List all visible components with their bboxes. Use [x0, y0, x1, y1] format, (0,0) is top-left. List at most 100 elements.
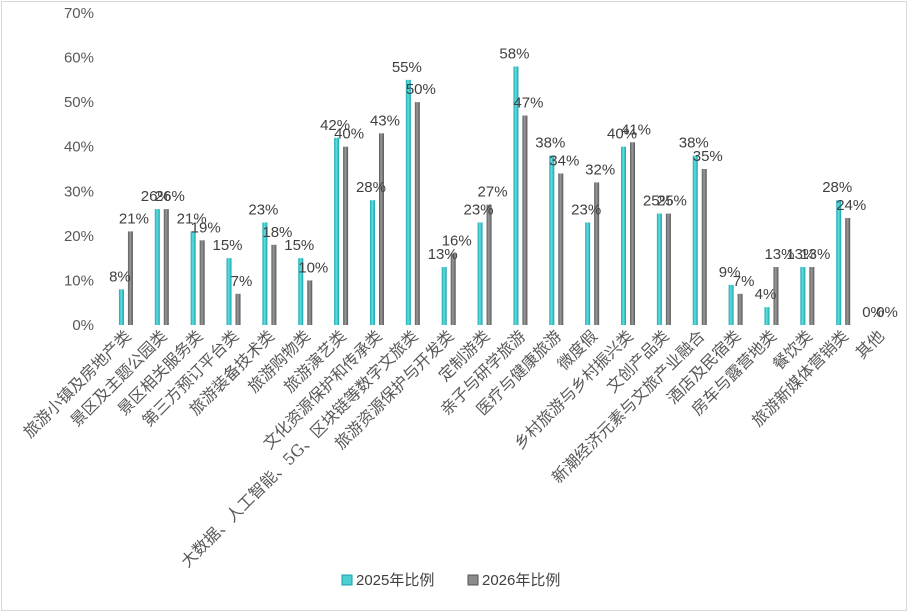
data-label: 40% — [607, 126, 637, 143]
data-label: 4% — [755, 286, 777, 303]
bar — [728, 284, 734, 325]
data-label: 28% — [356, 179, 386, 196]
data-label: 23% — [464, 201, 494, 218]
data-label: 8% — [109, 268, 131, 285]
y-tick-label: 70% — [64, 5, 94, 22]
bar — [522, 115, 528, 325]
x-axis: 旅游小镇及房地产类景区及主题公园类景区相关服务类第三方预订平台类旅游装备技术类旅… — [19, 326, 887, 571]
data-label: 41% — [621, 121, 651, 138]
y-tick-label: 60% — [64, 50, 94, 67]
data-label: 19% — [191, 219, 221, 236]
bar — [845, 218, 851, 325]
bar — [271, 244, 277, 325]
data-label: 23% — [571, 201, 601, 218]
data-label: 13% — [786, 246, 816, 263]
data-label: 38% — [535, 135, 565, 152]
bar — [414, 102, 420, 326]
bar — [262, 222, 268, 325]
y-tick-label: 10% — [64, 272, 94, 289]
data-label: 35% — [693, 148, 723, 165]
data-labels-layer: 8%21%26%26%21%19%15%7%23%18%15%10%42%40%… — [109, 45, 898, 321]
bar — [235, 293, 241, 325]
data-label: 18% — [262, 224, 292, 241]
bar — [190, 231, 196, 325]
data-label: 9% — [719, 264, 741, 281]
bar — [298, 258, 304, 325]
bar — [450, 253, 456, 325]
bar — [226, 258, 232, 325]
data-label: 25% — [643, 193, 673, 210]
data-label: 0% — [862, 304, 884, 321]
data-label: 47% — [513, 95, 543, 112]
data-label: 38% — [679, 135, 709, 152]
data-label: 40% — [334, 126, 364, 143]
data-label: 55% — [392, 59, 422, 76]
bar — [800, 267, 806, 325]
bar — [334, 137, 340, 325]
y-tick-label: 0% — [72, 317, 94, 334]
data-label: 21% — [177, 210, 207, 227]
bar — [701, 169, 707, 325]
data-label: 15% — [284, 237, 314, 254]
y-tick-label: 30% — [64, 183, 94, 200]
data-label: 13% — [764, 246, 794, 263]
y-axis: 0% 10% 20% 30% 40% 50% 60% 70% — [64, 5, 94, 334]
legend-label: 2026年比例 — [482, 572, 560, 589]
bar — [764, 307, 770, 325]
bar — [737, 293, 743, 325]
bar — [630, 142, 636, 325]
legend-swatch — [467, 574, 479, 586]
data-label: 7% — [231, 273, 253, 290]
bar — [665, 213, 671, 325]
data-label: 23% — [248, 201, 278, 218]
bar — [513, 66, 519, 325]
data-label: 25% — [657, 193, 687, 210]
bar — [378, 133, 384, 325]
data-label: 42% — [320, 117, 350, 134]
bar — [163, 209, 169, 325]
data-label: 58% — [499, 45, 529, 62]
data-label: 27% — [478, 184, 508, 201]
data-label: 21% — [119, 210, 149, 227]
bar — [773, 267, 779, 325]
legend-label: 2025年比例 — [356, 572, 434, 589]
y-tick-label: 20% — [64, 228, 94, 245]
legend-swatch — [341, 574, 353, 586]
bar — [369, 200, 375, 325]
bar — [585, 222, 591, 325]
data-label: 50% — [406, 81, 436, 98]
bar — [809, 267, 815, 325]
bar — [154, 209, 160, 325]
data-label: 26% — [155, 188, 185, 205]
bar — [594, 182, 600, 325]
bar — [405, 79, 411, 325]
data-label: 15% — [213, 237, 243, 254]
data-label: 26% — [141, 188, 171, 205]
data-label: 7% — [733, 273, 755, 290]
data-label: 0% — [876, 304, 898, 321]
bar — [486, 204, 492, 325]
bar — [621, 146, 627, 325]
y-tick-label: 40% — [64, 139, 94, 156]
bar — [549, 155, 555, 325]
bars-layer — [118, 66, 851, 326]
data-label: 32% — [585, 161, 615, 178]
data-label: 13% — [800, 246, 830, 263]
bar — [692, 155, 698, 325]
bar — [558, 173, 564, 325]
y-tick-label: 50% — [64, 94, 94, 111]
bar — [118, 289, 124, 325]
bar — [343, 146, 349, 325]
bar — [127, 231, 133, 325]
legend: 2025年比例 2026年比例 — [341, 572, 560, 589]
bar — [836, 200, 842, 325]
bar — [199, 240, 205, 325]
data-label: 34% — [549, 152, 579, 169]
data-label: 16% — [442, 233, 472, 250]
bar — [441, 267, 447, 325]
data-label: 24% — [836, 197, 866, 214]
bar — [656, 213, 662, 325]
data-label: 13% — [428, 246, 458, 263]
bar — [477, 222, 483, 325]
